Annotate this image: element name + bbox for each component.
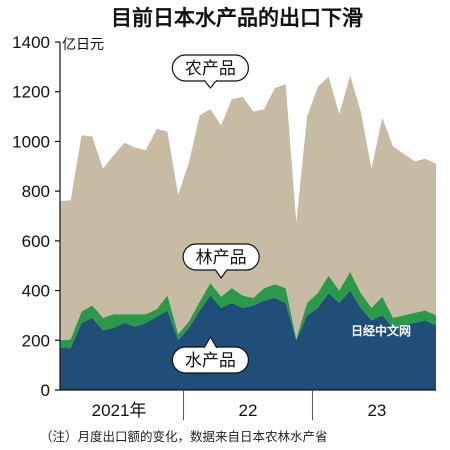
footnote: （注）月度出口额的变化，数据来自日本农林水产省: [40, 429, 328, 444]
series-label-agricultural: 农产品: [171, 54, 249, 89]
y-tick-label: 1400: [12, 33, 50, 52]
series-label-fishery: 水产品: [171, 336, 249, 374]
series-label-text: 水产品: [185, 351, 236, 371]
x-axis: 2021年 22 23: [60, 389, 436, 420]
y-tick-label: 0: [41, 381, 50, 400]
area-agricultural: [60, 75, 436, 341]
area-fishery: [60, 290, 436, 390]
watermark: 日经中文网: [351, 323, 411, 338]
x-year-label: 23: [367, 401, 386, 420]
y-tick-label: 200: [22, 331, 50, 350]
x-year-label: 2021年: [92, 401, 147, 420]
y-tick-label: 1000: [12, 132, 50, 151]
chart-title: 目前日本水产品的出口下滑: [111, 6, 363, 30]
series-label-text: 林产品: [196, 248, 247, 268]
series-label-forestry: 林产品: [182, 243, 260, 279]
y-tick-label: 800: [22, 182, 50, 201]
series-label-text: 农产品: [185, 59, 236, 79]
y-axis-unit: 亿日元: [62, 37, 104, 53]
y-tick-label: 400: [22, 282, 50, 301]
y-tick-label: 1200: [12, 83, 50, 102]
area-forestry: [60, 271, 436, 349]
y-tick-label: 600: [22, 232, 50, 251]
y-axis: 0 200 400 600 800 1000 1200 1400: [12, 33, 61, 400]
plot-area: [60, 75, 436, 390]
x-year-label: 22: [239, 401, 258, 420]
